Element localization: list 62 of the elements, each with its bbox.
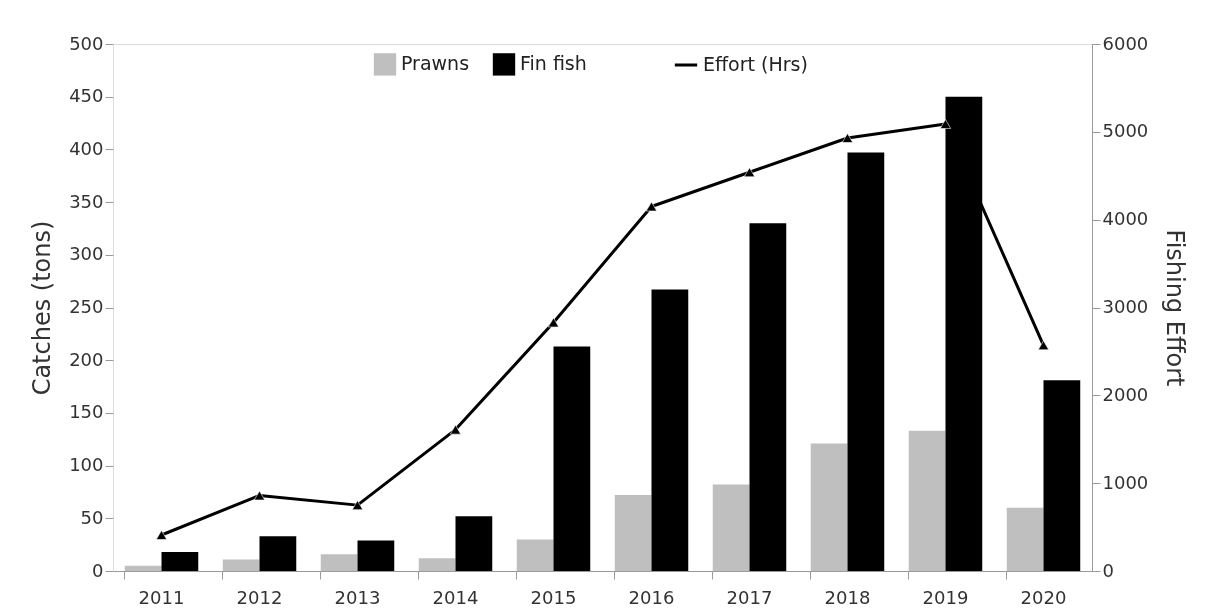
bar bbox=[124, 565, 162, 571]
bar bbox=[1006, 507, 1044, 571]
bar bbox=[553, 346, 591, 571]
x-tick-label: 2013 bbox=[334, 586, 381, 608]
bar bbox=[222, 559, 260, 571]
y-tick-label: 400 bbox=[69, 137, 104, 159]
x-tick-label: 2020 bbox=[1020, 586, 1067, 608]
point bbox=[645, 201, 658, 212]
bar bbox=[749, 223, 787, 571]
y-tick-label: 0 bbox=[92, 559, 104, 581]
y-tick-label: 250 bbox=[69, 296, 104, 317]
bar bbox=[1043, 380, 1081, 571]
bar bbox=[712, 484, 750, 571]
x-tick-label: 2018 bbox=[824, 586, 871, 608]
bar bbox=[614, 495, 652, 571]
bar bbox=[455, 516, 493, 571]
y-tick-label: 500 bbox=[69, 32, 104, 54]
point bbox=[841, 133, 854, 143]
bar bbox=[418, 558, 456, 571]
bar bbox=[161, 552, 199, 571]
x-tick-label: 2014 bbox=[432, 586, 479, 608]
y2-tick-label: 4000 bbox=[1102, 208, 1149, 230]
legend-label: Fin fish bbox=[520, 52, 587, 75]
point bbox=[351, 500, 364, 510]
x-tick-label: 2011 bbox=[138, 586, 185, 608]
y-tick-label: 50 bbox=[80, 506, 104, 528]
x-tick-label: 2012 bbox=[236, 586, 283, 608]
y-tick-label: 300 bbox=[69, 243, 104, 265]
point bbox=[253, 490, 266, 501]
point bbox=[449, 424, 462, 435]
y-tick-label: 450 bbox=[69, 85, 104, 107]
point bbox=[1037, 340, 1050, 351]
point bbox=[939, 119, 952, 129]
point bbox=[743, 167, 756, 178]
y-tick-label: 100 bbox=[69, 454, 104, 476]
x-tick-label: 2017 bbox=[726, 586, 773, 608]
bar bbox=[847, 152, 885, 571]
y-tick-label: 150 bbox=[69, 401, 104, 423]
x-tick-label: 2019 bbox=[922, 586, 969, 608]
point bbox=[547, 317, 560, 328]
y2-tick-label: 3000 bbox=[1102, 296, 1149, 317]
y2-axis-title: Fishing Effort bbox=[1161, 229, 1190, 387]
bar bbox=[651, 289, 689, 571]
y2-tick-label: 0 bbox=[1102, 559, 1114, 581]
y2-tick-label: 6000 bbox=[1102, 32, 1149, 54]
y-axis-title: Catches (tons) bbox=[28, 220, 57, 396]
y2-tick-label: 2000 bbox=[1102, 383, 1149, 405]
y-tick-label: 200 bbox=[69, 348, 104, 370]
bar bbox=[320, 554, 358, 571]
y-tick-label: 350 bbox=[69, 190, 104, 212]
point bbox=[155, 530, 168, 540]
legend-label: Prawns bbox=[401, 52, 470, 75]
bar bbox=[357, 540, 395, 571]
legend-label: Effort (Hrs) bbox=[703, 53, 808, 75]
y2-tick-label: 1000 bbox=[1102, 471, 1149, 493]
bar bbox=[259, 536, 297, 571]
y2-tick-label: 5000 bbox=[1102, 120, 1149, 142]
bar bbox=[810, 443, 848, 571]
x-tick-label: 2015 bbox=[530, 586, 577, 608]
bar bbox=[908, 430, 946, 571]
x-tick-label: 2016 bbox=[628, 586, 675, 608]
bar bbox=[516, 539, 554, 571]
